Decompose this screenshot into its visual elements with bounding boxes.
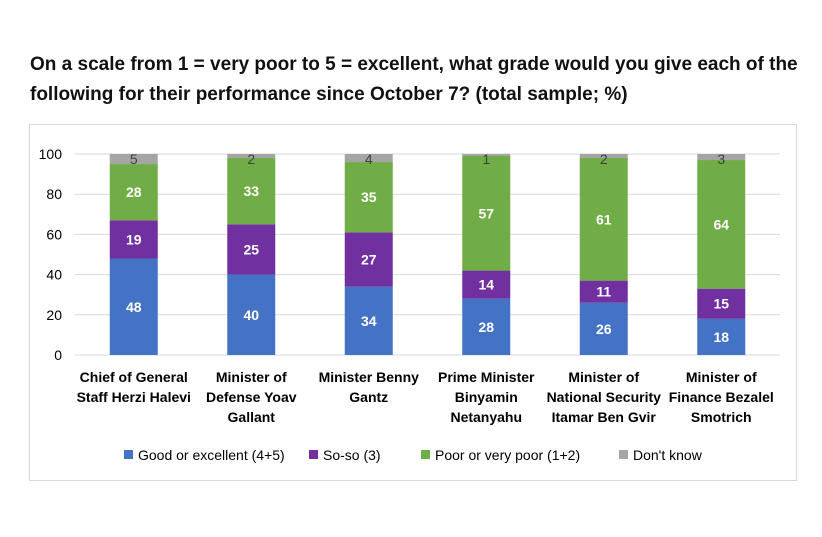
data-label: 5 — [130, 151, 138, 167]
y-tick-label: 80 — [46, 186, 62, 202]
category-label: Defense Yoav — [206, 389, 297, 405]
bar-segment — [462, 154, 511, 157]
data-label: 18 — [713, 329, 729, 345]
bar-segment — [109, 258, 158, 355]
category-label: Prime Minister — [438, 369, 535, 385]
category-label: Gantz — [349, 389, 388, 405]
category-label: Chief of General — [80, 369, 188, 385]
category-label: Smotrich — [691, 409, 752, 425]
chart-title: On a scale from 1 = very poor to 5 = exc… — [30, 54, 798, 105]
legend-label: So-so (3) — [323, 447, 381, 463]
bar-segment — [227, 154, 276, 159]
data-label: 40 — [243, 307, 259, 323]
data-label: 57 — [478, 205, 494, 221]
bar-segment — [344, 162, 393, 233]
data-label: 27 — [361, 252, 377, 268]
bar-segment — [579, 154, 628, 159]
data-label: 3 — [717, 151, 725, 167]
bar-segment — [344, 286, 393, 355]
data-label: 2 — [600, 151, 608, 167]
data-label: 64 — [713, 216, 729, 232]
category-label: National Security — [547, 389, 662, 405]
data-label: 33 — [243, 183, 259, 199]
bar-segment — [109, 164, 158, 221]
data-label: 11 — [596, 284, 611, 300]
data-label: 19 — [126, 231, 142, 247]
legend-label: Poor or very poor (1+2) — [435, 447, 580, 463]
category-label: Minister of — [686, 369, 757, 385]
category-label: Netanyahu — [450, 409, 522, 425]
data-label: 2 — [247, 151, 255, 167]
bar-segment — [697, 154, 746, 161]
data-label: 1 — [482, 151, 490, 167]
bar-segment — [344, 154, 393, 163]
data-label: 4 — [365, 151, 373, 167]
bar-segment — [227, 224, 276, 275]
category-label: Binyamin — [455, 389, 518, 405]
data-label: 35 — [361, 189, 377, 205]
data-label: 14 — [478, 277, 494, 293]
y-tick-label: 0 — [54, 347, 62, 363]
data-label: 61 — [596, 211, 612, 227]
category-label: Gallant — [228, 409, 276, 425]
bar-segment — [462, 270, 511, 299]
category-label: Minister Benny — [319, 369, 420, 385]
category-label: Finance Bezalel — [669, 389, 774, 405]
category-label: Itamar Ben Gvir — [552, 409, 657, 425]
data-label: 48 — [126, 299, 142, 315]
bar-segment — [697, 160, 746, 289]
legend-label: Good or excellent (4+5) — [138, 447, 285, 463]
data-label: 25 — [243, 241, 259, 257]
y-tick-label: 40 — [46, 267, 62, 283]
data-label: 15 — [713, 296, 729, 312]
bar-segment — [579, 158, 628, 281]
bar-segment — [697, 318, 746, 355]
data-label: 34 — [361, 313, 377, 329]
bar-segment — [579, 280, 628, 303]
bar-segment — [462, 156, 511, 271]
data-label: 26 — [596, 321, 612, 337]
bar-segment — [462, 298, 511, 355]
y-tick-label: 100 — [39, 146, 63, 162]
bar-segment — [579, 302, 628, 355]
y-tick-label: 20 — [46, 307, 62, 323]
legend-swatch — [124, 450, 133, 459]
bar-segment — [109, 220, 158, 259]
y-tick-label: 60 — [46, 226, 62, 242]
category-label: Minister of — [216, 369, 287, 385]
chart-area — [29, 124, 797, 481]
legend-swatch — [421, 450, 430, 459]
data-label: 28 — [478, 319, 494, 335]
category-label: Minister of — [568, 369, 639, 385]
bar-segment — [697, 288, 746, 319]
category-label: Staff Herzi Halevi — [77, 389, 191, 405]
data-label: 28 — [126, 184, 142, 200]
bar-segment — [227, 274, 276, 355]
bar-segment — [227, 158, 276, 225]
legend-label: Don't know — [633, 447, 703, 463]
bar-segment — [109, 154, 158, 165]
legend-swatch — [309, 450, 318, 459]
legend-swatch — [619, 450, 628, 459]
bar-segment — [344, 232, 393, 287]
